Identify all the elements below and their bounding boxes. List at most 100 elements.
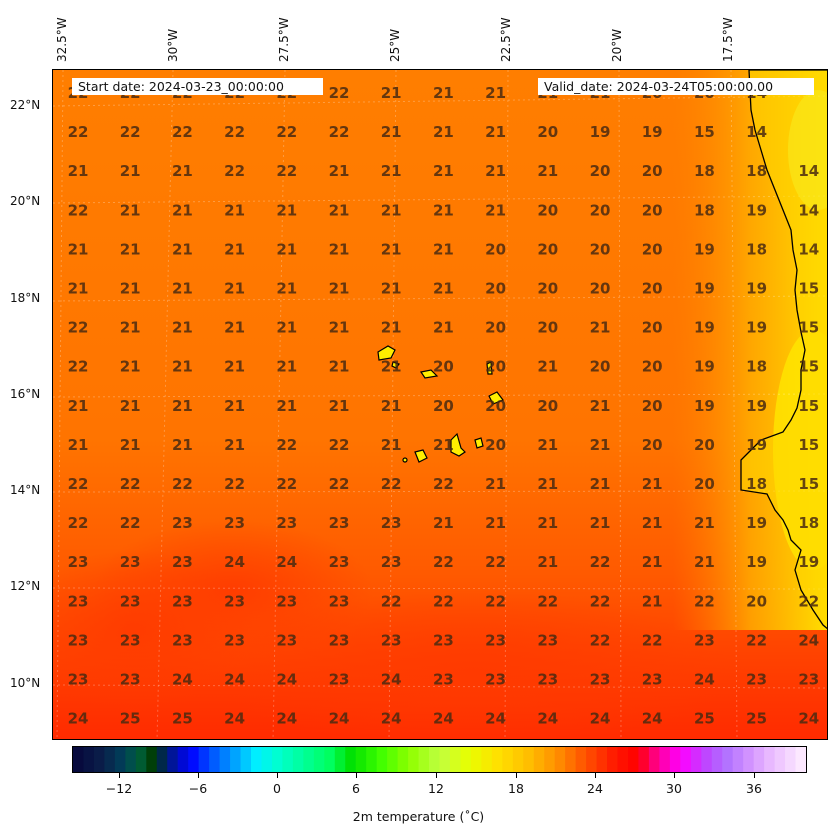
temperature-value: 20 bbox=[642, 436, 663, 454]
temperature-value: 19 bbox=[694, 358, 715, 376]
temperature-value: 21 bbox=[276, 240, 297, 258]
temperature-value: 21 bbox=[172, 436, 193, 454]
longitude-label: 20°W bbox=[610, 28, 624, 62]
longitude-label: 30°W bbox=[166, 28, 180, 62]
temperature-value: 21 bbox=[590, 319, 611, 337]
temperature-value: 21 bbox=[485, 201, 506, 219]
temperature-value: 23 bbox=[329, 671, 350, 689]
temperature-value: 23 bbox=[329, 592, 350, 610]
temperature-value: 21 bbox=[642, 592, 663, 610]
temperature-value: 24 bbox=[590, 710, 611, 728]
temperature-value: 19 bbox=[694, 319, 715, 337]
temperature-value: 18 bbox=[746, 475, 767, 493]
temperature-value: 21 bbox=[172, 201, 193, 219]
temperature-value: 20 bbox=[642, 358, 663, 376]
temperature-value: 21 bbox=[276, 201, 297, 219]
temperature-value: 22 bbox=[68, 123, 89, 141]
colorbar-tick bbox=[277, 773, 278, 778]
temperature-value: 23 bbox=[276, 631, 297, 649]
temperature-value: 21 bbox=[433, 514, 454, 532]
colorbar-tick-label: 6 bbox=[352, 781, 360, 796]
temperature-value: 22 bbox=[694, 592, 715, 610]
latitude-label: 18°N bbox=[10, 291, 41, 305]
temperature-value: 21 bbox=[276, 397, 297, 415]
temperature-value: 23 bbox=[172, 592, 193, 610]
temperature-value: 21 bbox=[433, 123, 454, 141]
temperature-value: 21 bbox=[68, 397, 89, 415]
longitude-label: 17.5°W bbox=[721, 17, 735, 62]
temperature-value: 22 bbox=[381, 592, 402, 610]
temperature-value: 21 bbox=[381, 319, 402, 337]
temperature-value: 21 bbox=[694, 514, 715, 532]
temperature-value: 21 bbox=[172, 319, 193, 337]
temperature-value: 18 bbox=[746, 240, 767, 258]
temperature-value: 24 bbox=[642, 710, 663, 728]
temperature-value: 21 bbox=[642, 475, 663, 493]
temperature-value: 22 bbox=[642, 631, 663, 649]
temperature-value: 21 bbox=[224, 240, 245, 258]
temperature-value: 23 bbox=[537, 671, 558, 689]
temperature-value: 23 bbox=[381, 553, 402, 571]
temperature-value: 20 bbox=[642, 319, 663, 337]
temperature-value: 25 bbox=[694, 710, 715, 728]
temperature-value: 22 bbox=[590, 631, 611, 649]
temperature-value: 21 bbox=[68, 162, 89, 180]
temperature-value: 15 bbox=[798, 436, 819, 454]
temperature-value: 21 bbox=[433, 319, 454, 337]
temperature-value: 25 bbox=[172, 710, 193, 728]
temperature-value: 21 bbox=[172, 358, 193, 376]
temperature-value: 23 bbox=[224, 592, 245, 610]
temperature-value: 21 bbox=[329, 162, 350, 180]
colorbar-tick-label: 24 bbox=[587, 781, 603, 796]
longitude-label: 22.5°W bbox=[499, 17, 513, 62]
temperature-value: 21 bbox=[224, 201, 245, 219]
temperature-value: 18 bbox=[694, 201, 715, 219]
colorbar-tick-label: 18 bbox=[508, 781, 524, 796]
temperature-value: 20 bbox=[433, 397, 454, 415]
temperature-value: 21 bbox=[120, 201, 141, 219]
temperature-value: 21 bbox=[485, 475, 506, 493]
temperature-value: 23 bbox=[224, 631, 245, 649]
colorbar-tick-label: 0 bbox=[273, 781, 281, 796]
colorbar-tick bbox=[595, 773, 596, 778]
temperature-value: 20 bbox=[642, 162, 663, 180]
temperature-value: 20 bbox=[590, 201, 611, 219]
temperature-value: 22 bbox=[329, 475, 350, 493]
temperature-value: 20 bbox=[694, 475, 715, 493]
temperature-value: 19 bbox=[746, 436, 767, 454]
temperature-value: 24 bbox=[68, 710, 89, 728]
colorbar-tick-label: 36 bbox=[746, 781, 762, 796]
temperature-value: 20 bbox=[642, 240, 663, 258]
temperature-value: 21 bbox=[381, 358, 402, 376]
temperature-value: 21 bbox=[172, 240, 193, 258]
temperature-value: 20 bbox=[485, 397, 506, 415]
temperature-value: 21 bbox=[224, 280, 245, 298]
temperature-value: 23 bbox=[329, 514, 350, 532]
temperature-map: 22 22 22 22 22 22 21 21 21 21 21 20 20 14 22 22 22 22 22 22… bbox=[52, 69, 828, 740]
latitude-label: 16°N bbox=[10, 387, 41, 401]
temperature-value: 21 bbox=[381, 201, 402, 219]
temperature-value: 22 bbox=[329, 436, 350, 454]
colorbar-tick-label: −12 bbox=[105, 781, 133, 796]
temperature-value: 21 bbox=[276, 319, 297, 337]
temperature-value: 21 bbox=[485, 514, 506, 532]
temperature-value: 23 bbox=[694, 631, 715, 649]
map-canvas: 22 22 22 22 22 22 21 21 21 21 21 20 20 14 22 22 22 22 22 22… bbox=[53, 70, 827, 739]
temperature-value: 22 bbox=[485, 553, 506, 571]
temperature-value: 20 bbox=[590, 280, 611, 298]
temperature-value: 22 bbox=[172, 123, 193, 141]
temperature-value: 15 bbox=[798, 358, 819, 376]
temperature-value: 20 bbox=[590, 358, 611, 376]
temperature-value: 22 bbox=[381, 475, 402, 493]
temperature-value: 23 bbox=[120, 592, 141, 610]
temperature-value: 22 bbox=[224, 475, 245, 493]
temperature-value: 21 bbox=[537, 162, 558, 180]
temperature-value: 21 bbox=[120, 436, 141, 454]
temperature-value: 21 bbox=[381, 280, 402, 298]
temperature-value: 19 bbox=[746, 280, 767, 298]
temperature-value: 14 bbox=[798, 162, 819, 180]
temperature-value: 22 bbox=[276, 475, 297, 493]
temperature-value: 19 bbox=[746, 553, 767, 571]
temperature-value: 23 bbox=[120, 671, 141, 689]
temperature-value: 21 bbox=[224, 436, 245, 454]
